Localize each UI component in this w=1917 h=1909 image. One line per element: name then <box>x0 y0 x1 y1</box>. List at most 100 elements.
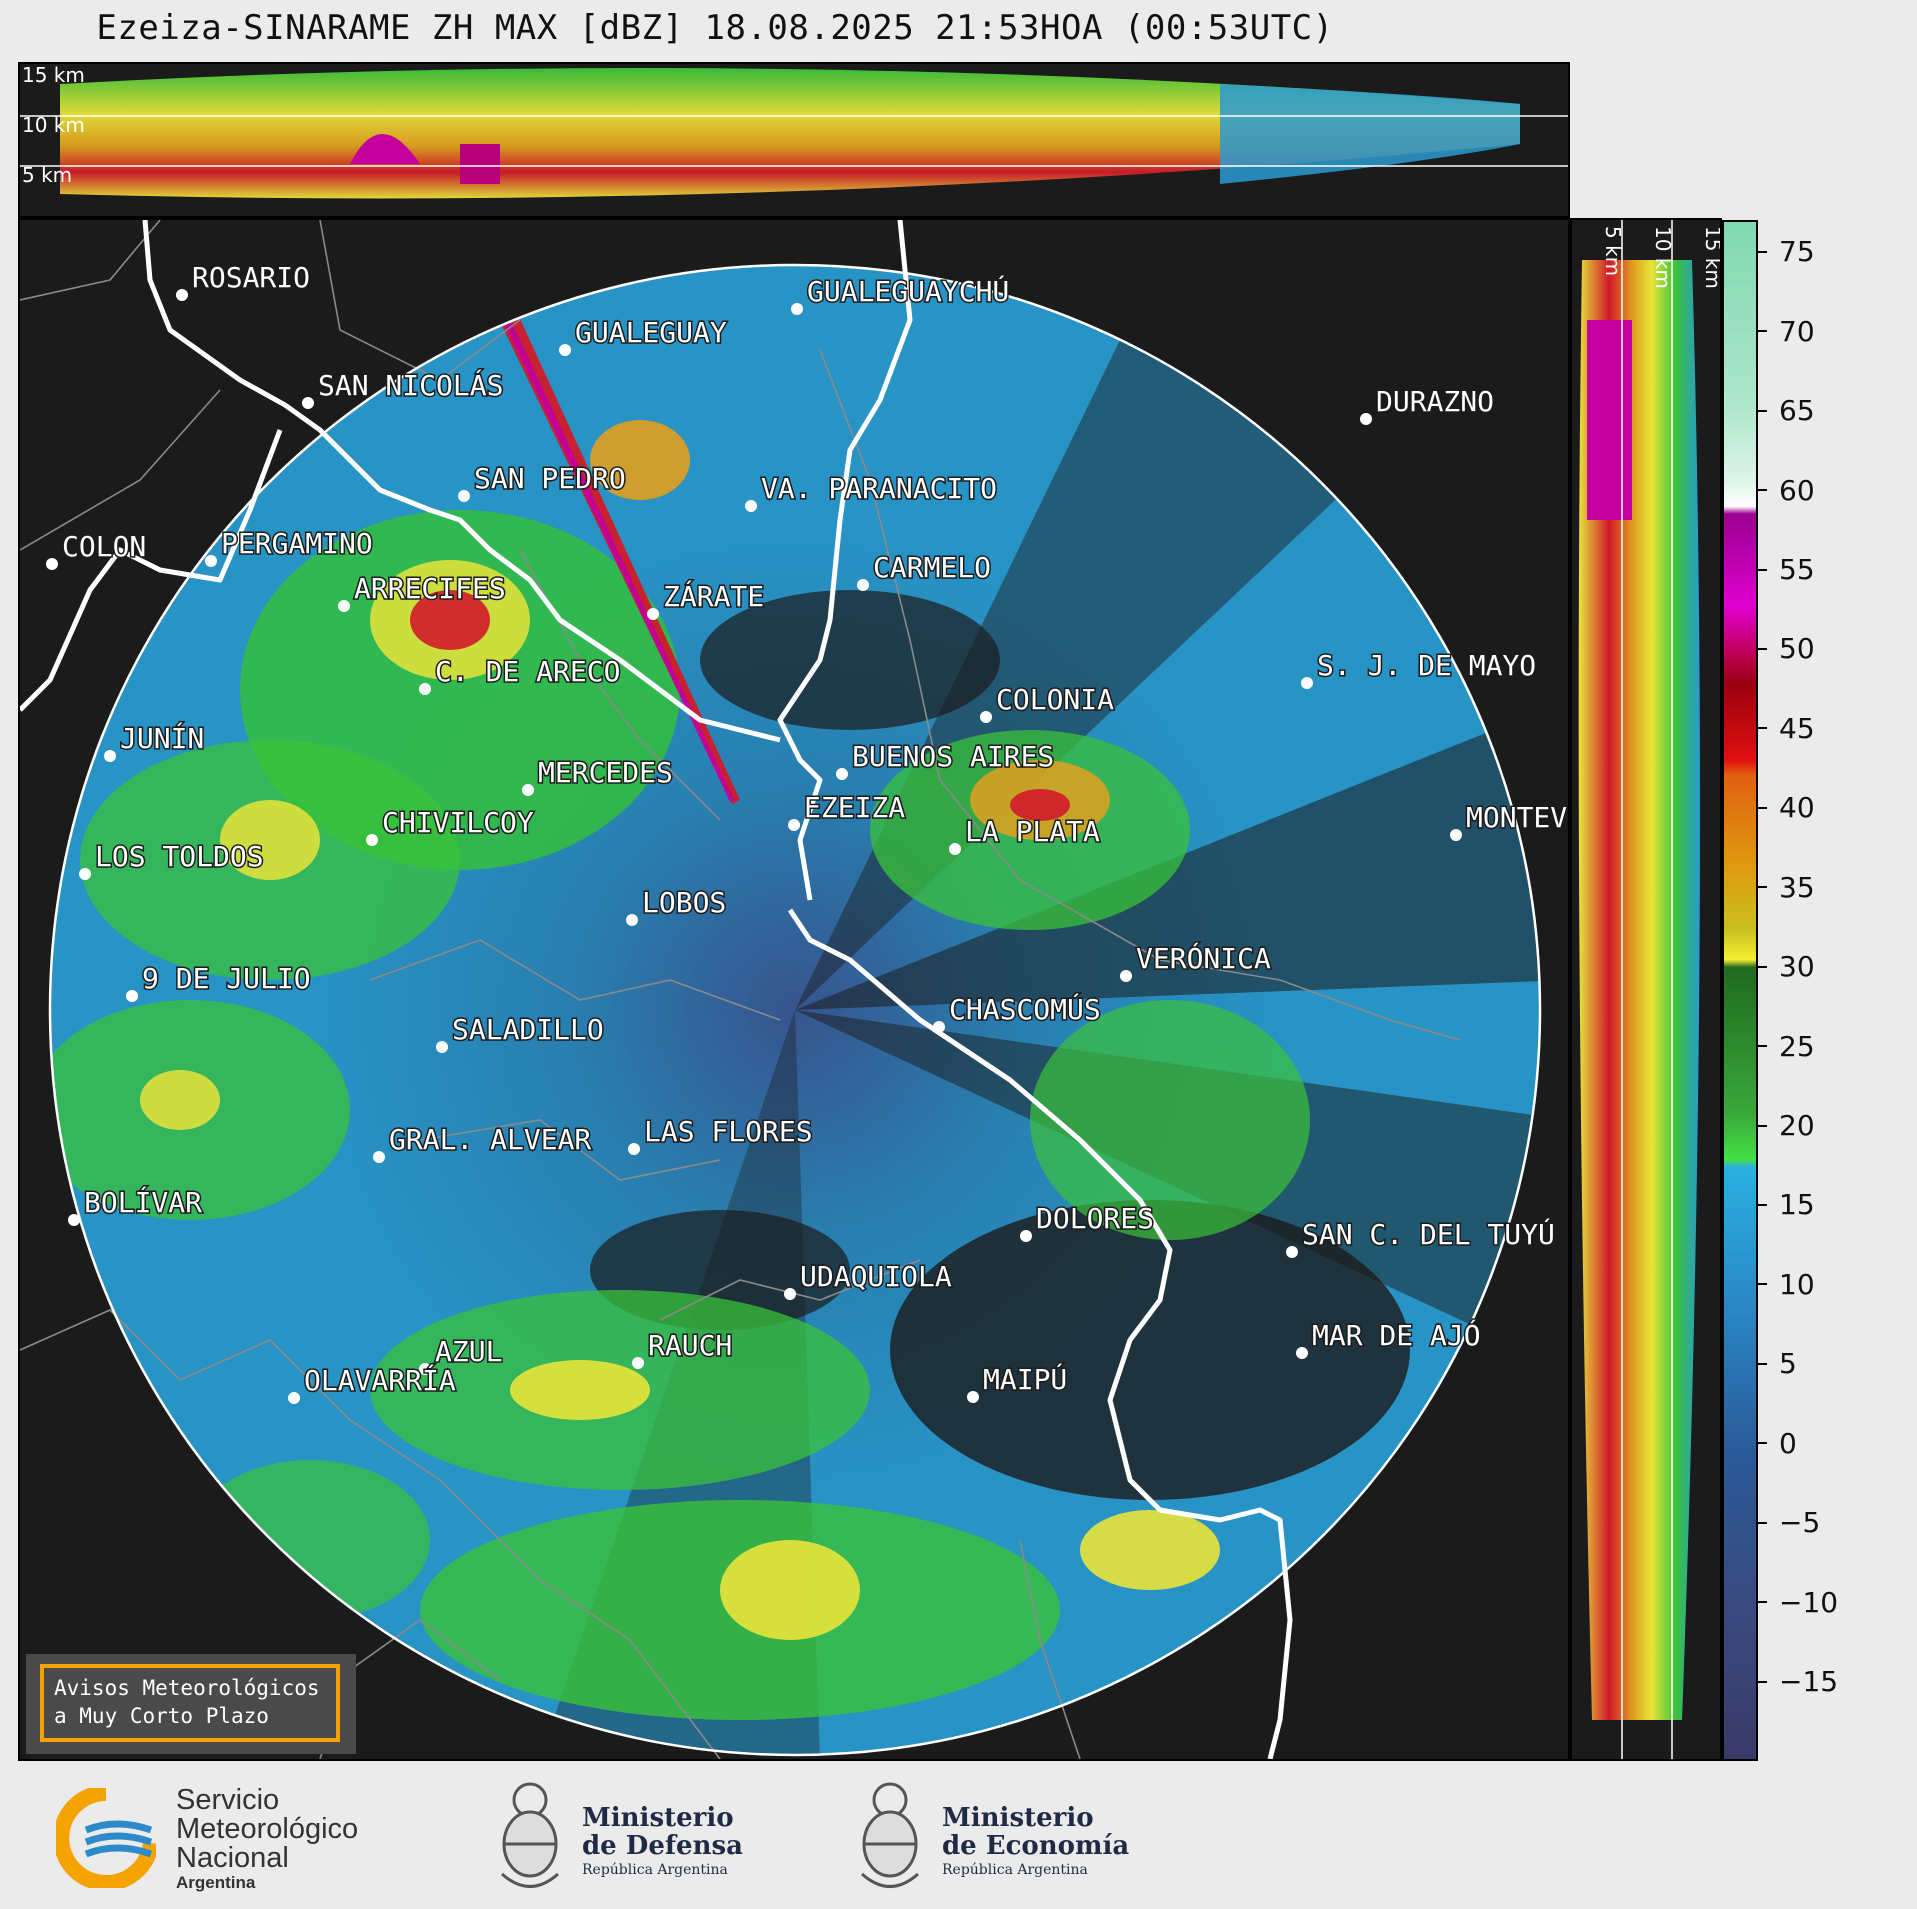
tick-mark <box>1758 806 1767 809</box>
tick-mark <box>1758 1521 1767 1524</box>
city-label: MERCEDES <box>538 756 673 789</box>
tick-mark <box>1758 647 1767 650</box>
city-dot <box>522 784 534 796</box>
city-marker: SALADILLO <box>436 1012 605 1053</box>
city-marker: VERÓNICA <box>1120 940 1273 982</box>
city-marker: CHASCOMÚS <box>933 991 1102 1033</box>
alert-link[interactable]: Avisos Meteorológicos a Muy Corto Plazo <box>40 1664 340 1742</box>
chart-title: Ezeiza-SINARAME ZH MAX [dBZ] 18.08.2025 … <box>96 8 1334 48</box>
city-label: SAN C. DEL TUYÚ <box>1302 1217 1555 1251</box>
defensa-line-1: Ministerio <box>582 1803 734 1833</box>
city-dot <box>980 711 992 723</box>
smn-line-1: Servicio <box>176 1784 280 1816</box>
city-label: LOBOS <box>642 886 726 919</box>
city-dot <box>1360 413 1372 425</box>
city-dot <box>338 600 350 612</box>
city-dot <box>1286 1246 1298 1258</box>
alert-line-1: Avisos Meteorológicos <box>54 1676 320 1700</box>
city-dot <box>836 768 848 780</box>
city-label: COLONIA <box>996 683 1114 716</box>
tick-label: 0 <box>1779 1426 1797 1460</box>
city-label: GRAL. ALVEAR <box>389 1123 591 1156</box>
tick-label: 15 <box>1779 1188 1815 1222</box>
city-dot <box>176 289 188 301</box>
city-label: ROSARIO <box>192 261 310 294</box>
city-marker: ZÁRATE <box>647 578 766 620</box>
tick-label: 55 <box>1779 553 1815 586</box>
city-dot <box>628 1143 640 1155</box>
city-dot <box>373 1151 385 1163</box>
city-label: LAS FLORES <box>644 1115 813 1148</box>
side-height-label-15km: 15 km <box>1701 226 1720 289</box>
city-marker: SAN NICOLÁS <box>302 367 505 409</box>
alert-line-2: a Muy Corto Plazo <box>54 1704 269 1728</box>
tick-label: −5 <box>1779 1506 1821 1540</box>
city-dot <box>1296 1347 1308 1359</box>
colorbar-ticks: 75 70 65 60 55 50 45 40 35 30 25 20 15 10 5 0 −5 −10 −15 <box>1758 220 1878 1761</box>
height-label-10km: 10 km <box>22 113 85 137</box>
city-marker: SAN PEDRO <box>458 461 627 502</box>
colorbar-tick: −15 <box>1758 1665 1838 1698</box>
city-marker: 9 DE JULIO <box>126 961 312 1002</box>
tick-mark <box>1758 1124 1767 1127</box>
ministerio-defensa-logo: Ministerio de Defensa República Argentin… <box>494 1774 754 1899</box>
coastline <box>20 220 1293 1759</box>
city-label: RAUCH <box>648 1329 732 1362</box>
tick-mark <box>1758 1601 1767 1604</box>
city-dot <box>458 490 470 502</box>
city-marker: EZEIZA <box>788 790 907 831</box>
city-label: ZÁRATE <box>663 579 764 613</box>
smn-logo-icon <box>56 1788 156 1888</box>
city-label: GUALEGUAY <box>575 316 727 349</box>
city-label: CHASCOMÚS <box>949 992 1101 1026</box>
city-dot <box>784 1288 796 1300</box>
city-dot <box>1450 829 1462 841</box>
city-label: LOS TOLDOS <box>95 840 264 873</box>
city-label: DURAZNO <box>1376 385 1494 418</box>
city-dot <box>791 303 803 315</box>
city-marker: JUNÍN <box>104 720 206 762</box>
colorbar-tick: 70 <box>1758 314 1815 348</box>
city-dot <box>79 868 91 880</box>
city-marker: AZUL <box>419 1334 504 1375</box>
tick-label: 30 <box>1779 950 1815 984</box>
city-dot <box>632 1357 644 1369</box>
city-dot <box>302 397 314 409</box>
economia-line-2: de Economía <box>942 1831 1130 1861</box>
reflectivity-field <box>50 265 1540 1755</box>
city-label: AZUL <box>435 1335 502 1368</box>
colorbar <box>1722 220 1758 1761</box>
tick-label: 70 <box>1779 314 1815 348</box>
tick-label: 20 <box>1779 1109 1815 1143</box>
colorbar-tick: 55 <box>1758 553 1815 586</box>
tick-mark <box>1758 330 1767 333</box>
side-height-label-5km: 5 km <box>1601 226 1625 276</box>
city-label: OLAVARRÍA <box>304 1363 456 1397</box>
coat-of-arms-icon <box>501 1782 559 1888</box>
colorbar-tick: 50 <box>1758 632 1815 665</box>
city-marker: VA. PARANACITO <box>745 471 999 512</box>
tick-mark <box>1758 1283 1767 1286</box>
city-dot <box>1120 970 1132 982</box>
city-label: EZEIZA <box>804 791 905 824</box>
colorbar-tick: 10 <box>1758 1268 1815 1301</box>
city-label: SALADILLO <box>452 1013 604 1046</box>
height-label-15km: 15 km <box>22 64 85 87</box>
city-label: LA PLATA <box>965 815 1100 848</box>
city-label: UDAQUIOLA <box>800 1260 952 1293</box>
city-dot <box>949 843 961 855</box>
radar-map: ROSARIO GUALEGUAYCHÚ GUALEGUAY SAN NICOLÁS D… <box>18 218 1570 1761</box>
city-dot <box>104 750 116 762</box>
tick-label: 75 <box>1779 235 1815 269</box>
tick-label: 60 <box>1779 473 1815 507</box>
city-dot <box>647 608 659 620</box>
top-cross-section: 15 km 10 km 5 km <box>18 62 1570 218</box>
city-marker: DURAZNO <box>1360 384 1496 425</box>
city-dot <box>933 1021 945 1033</box>
side-cross-section: 5 km 10 km 15 km <box>1570 218 1722 1761</box>
city-marker: MERCEDES <box>522 755 674 796</box>
city-dot <box>1020 1230 1032 1242</box>
city-marker: LOBOS <box>626 885 728 926</box>
tick-label: 5 <box>1779 1347 1797 1381</box>
city-marker: COLONIA <box>980 682 1116 723</box>
